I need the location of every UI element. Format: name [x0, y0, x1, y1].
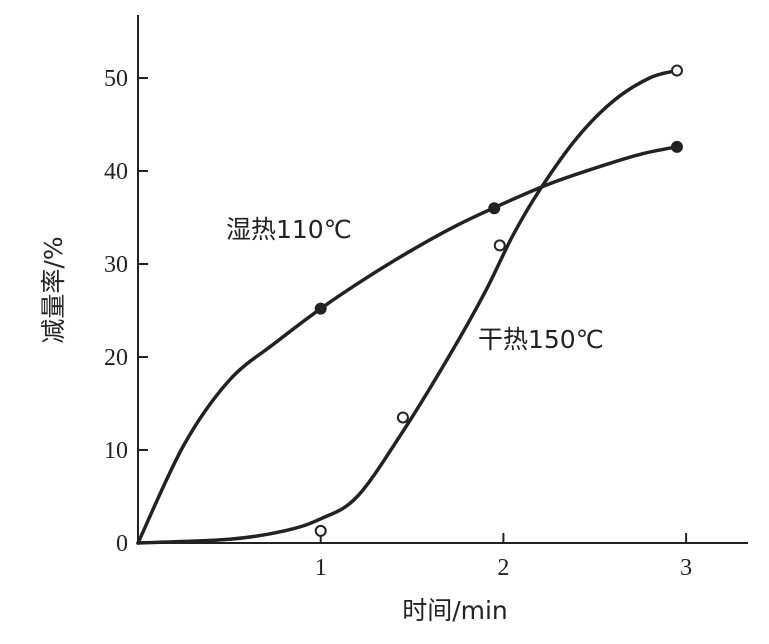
y-tick-label-20: 20 — [104, 345, 128, 371]
ticks: 0 10 20 30 40 50 1 2 3 — [104, 66, 692, 581]
y-tick-label-40: 40 — [104, 159, 128, 185]
y-axis-title: 减量率/% — [39, 236, 68, 343]
points — [314, 64, 683, 537]
series-label-dry-heat: 干热150℃ — [478, 325, 604, 354]
series-2-point-4 — [670, 64, 683, 77]
y-tick-label-0: 0 — [116, 531, 128, 557]
series-2-point-1 — [314, 524, 327, 537]
y-tick-label-50: 50 — [104, 66, 128, 92]
x-tick-label-2: 2 — [497, 555, 509, 581]
series-label-moist-heat: 湿热110℃ — [226, 215, 352, 244]
series-1-point-1 — [314, 302, 327, 315]
x-tick-label-1: 1 — [315, 555, 327, 581]
series-2-point-3 — [493, 239, 506, 252]
series-1-point-3 — [670, 140, 683, 153]
x-axis-title: 时间/min — [402, 596, 508, 625]
x-tick-label-3: 3 — [680, 555, 692, 581]
series-line-1 — [136, 145, 679, 545]
y-tick-label-30: 30 — [104, 252, 128, 278]
curves — [136, 68, 679, 545]
axes — [137, 15, 748, 544]
series-line-2 — [136, 68, 679, 545]
series-2-point-2 — [396, 411, 409, 424]
y-tick-label-10: 10 — [104, 438, 128, 464]
series-1-point-2 — [488, 202, 501, 215]
